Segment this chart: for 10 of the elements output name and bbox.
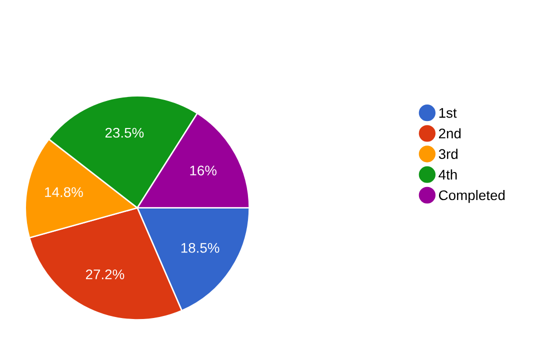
- legend-label: 1st: [439, 108, 457, 118]
- legend-label: 4th: [438, 169, 457, 180]
- data-label: 27.2%: [86, 269, 124, 280]
- legend-label: Completed: [439, 190, 505, 203]
- data-label: 16%: [190, 166, 216, 176]
- data-label: 23.5%: [105, 128, 144, 138]
- legend-label: 2nd: [438, 128, 461, 138]
- data-label: 18.5%: [181, 242, 220, 253]
- data-label: 14.8%: [45, 187, 83, 198]
- legend-label: 3rd: [438, 148, 458, 160]
